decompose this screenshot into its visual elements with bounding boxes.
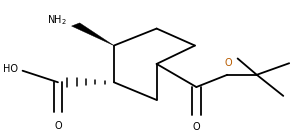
Text: NH$_2$: NH$_2$	[47, 13, 67, 27]
Text: O: O	[193, 122, 200, 132]
Text: HO: HO	[3, 64, 18, 74]
Text: O: O	[224, 58, 232, 68]
Polygon shape	[72, 23, 114, 46]
Text: O: O	[54, 121, 62, 131]
